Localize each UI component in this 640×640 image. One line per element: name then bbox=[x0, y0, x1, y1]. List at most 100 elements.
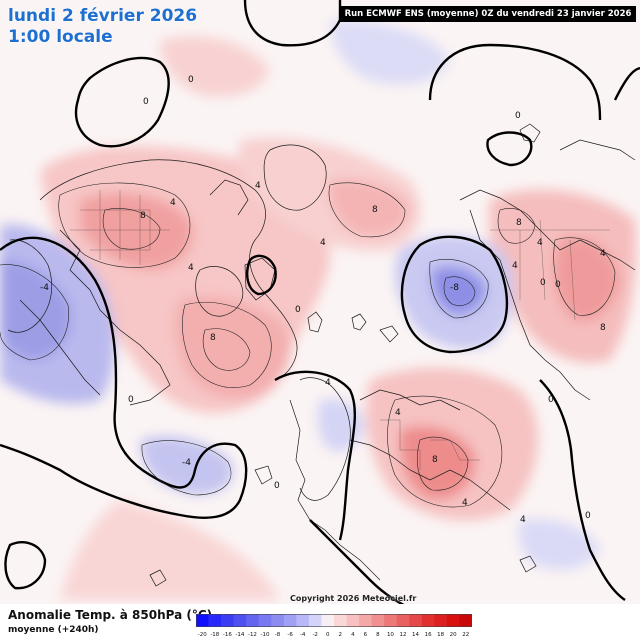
scale-swatch bbox=[296, 614, 310, 627]
scale-tick-label: -8 bbox=[275, 632, 281, 638]
scale-tick-label: -4 bbox=[300, 632, 306, 638]
scale-frame bbox=[196, 614, 472, 627]
contour-label: 8 bbox=[140, 211, 146, 221]
scale-swatch bbox=[221, 614, 234, 627]
zero-contour-right-top bbox=[613, 66, 640, 101]
scale-swatch bbox=[196, 614, 209, 627]
legend-title: Anomalie Temp. à 850hPa (°C) bbox=[8, 608, 213, 622]
contour-label: 0 bbox=[295, 305, 301, 315]
copyright-text: Copyright 2026 Meteociel.fr bbox=[290, 594, 417, 603]
contour-label: 0 bbox=[540, 278, 546, 288]
scale-swatch bbox=[459, 614, 472, 627]
zero-contour-siberia-blob bbox=[400, 235, 509, 354]
scale-tick-label: -12 bbox=[248, 632, 257, 638]
scale-tick-label: -20 bbox=[198, 632, 207, 638]
run-info-banner: Run ECMWF ENS (moyenne) 0Z du vendredi 2… bbox=[340, 6, 636, 22]
contour-label: 0 bbox=[585, 511, 591, 521]
scale-tick-label: -16 bbox=[223, 632, 232, 638]
zero-contour-small-loop bbox=[486, 131, 533, 167]
contour-label: 8 bbox=[516, 218, 522, 228]
scale-swatch bbox=[421, 614, 435, 627]
cold-anomaly-siberia-core bbox=[431, 266, 486, 315]
color-scale: -20 -18 -16 -14 -12 -10 -8 -6 -4 -2 0 2 4 6 8 10 12 14 16 1… bbox=[196, 614, 472, 638]
scale-tick-label: 12 bbox=[400, 632, 407, 638]
contour-label: 4 bbox=[188, 263, 194, 273]
scale-swatch bbox=[371, 614, 385, 627]
scale-tick-label: -2 bbox=[312, 632, 317, 638]
contour-label: 0 bbox=[274, 481, 280, 491]
contour-label: 4 bbox=[462, 498, 468, 508]
forecast-date-title: lundi 2 février 2026 bbox=[8, 6, 198, 26]
forecast-time-title: 1:00 locale bbox=[8, 27, 113, 47]
scale-swatch bbox=[396, 614, 410, 627]
cold-anomaly-pacific bbox=[140, 436, 234, 495]
cold-anomaly-north bbox=[330, 20, 450, 85]
scale-tick-label: 18 bbox=[437, 632, 444, 638]
scale-swatch bbox=[446, 614, 460, 627]
contour-label: 0 bbox=[548, 395, 554, 405]
contour-label: 4 bbox=[600, 249, 606, 259]
scale-tick-label: -10 bbox=[261, 632, 270, 638]
contour-label: 4 bbox=[520, 515, 526, 525]
scale-swatch bbox=[233, 614, 247, 627]
contour-label: 0 bbox=[128, 395, 134, 405]
contour-label: 4 bbox=[395, 408, 401, 418]
scale-swatch bbox=[409, 614, 423, 627]
contour-label: 8 bbox=[372, 205, 378, 215]
zero-contour-east bbox=[539, 379, 626, 601]
warm-anomaly-arctic-core bbox=[329, 178, 410, 237]
warm-anomaly-pacific bbox=[160, 36, 270, 97]
scale-tick-label: -18 bbox=[210, 632, 219, 638]
contour-label: 4 bbox=[325, 378, 331, 388]
contour-label: 8 bbox=[432, 455, 438, 465]
zero-contours bbox=[0, 0, 640, 617]
scale-swatch bbox=[246, 614, 260, 627]
scale-tick-label: 20 bbox=[450, 632, 457, 638]
zero-contour-alaska bbox=[74, 56, 170, 148]
scale-swatch bbox=[359, 614, 372, 627]
contour-label: 8 bbox=[600, 323, 606, 333]
scale-swatch bbox=[271, 614, 285, 627]
scale-tick-label: 14 bbox=[412, 632, 419, 638]
scale-swatch bbox=[258, 614, 272, 627]
coastlines-visible bbox=[7, 123, 636, 587]
scale-tick-label: -6 bbox=[287, 632, 293, 638]
zero-contour-atlantic-loop bbox=[274, 370, 356, 541]
zero-contour-pacific-top bbox=[243, 0, 342, 47]
cold-anomaly-scandinavia bbox=[317, 398, 365, 452]
contour-label: 4 bbox=[320, 238, 326, 248]
contour-label: 4 bbox=[512, 261, 518, 271]
scale-swatch bbox=[321, 614, 335, 627]
contour-label: 0 bbox=[188, 75, 194, 85]
cold-anomaly-bottom bbox=[518, 518, 600, 570]
contour-label: -4 bbox=[182, 458, 191, 468]
scale-tick-label: -14 bbox=[235, 632, 244, 638]
zero-contour-west-coast bbox=[0, 236, 248, 519]
scale-tick-label: 4 bbox=[351, 632, 355, 638]
borders bbox=[70, 190, 610, 470]
legend-subtitle: moyenne (+240h) bbox=[8, 625, 99, 635]
contour-label: 0 bbox=[515, 111, 521, 121]
zero-contour-greenland-east bbox=[246, 254, 277, 296]
scale-tick-label: 16 bbox=[425, 632, 432, 638]
scale-tick-label: 0 bbox=[326, 632, 330, 638]
warm-anomaly-siberia-core bbox=[554, 237, 620, 321]
anomaly-shading bbox=[0, 20, 637, 600]
scale-swatch bbox=[384, 614, 398, 627]
warm-anomaly-canada-core bbox=[80, 192, 193, 270]
contour-label: 4 bbox=[537, 238, 543, 248]
contour-label-group: 0 0 0 0 0 0 0 0 0 0 4 4 4 4 4 4 4 4 4 4 … bbox=[40, 75, 606, 525]
scale-swatch bbox=[434, 614, 448, 627]
scale-tick-label: 6 bbox=[364, 632, 368, 638]
scale-swatch bbox=[208, 614, 222, 627]
zero-contour-bottom-left bbox=[4, 541, 47, 590]
scale-tick-label: 22 bbox=[462, 632, 469, 638]
scale-tick-label: 2 bbox=[339, 632, 343, 638]
warm-anomaly-south bbox=[60, 500, 280, 600]
zero-contour-russia-top bbox=[428, 43, 602, 121]
scale-swatch bbox=[334, 614, 347, 627]
scale-swatch bbox=[283, 614, 297, 627]
contour-label: 4 bbox=[255, 181, 261, 191]
